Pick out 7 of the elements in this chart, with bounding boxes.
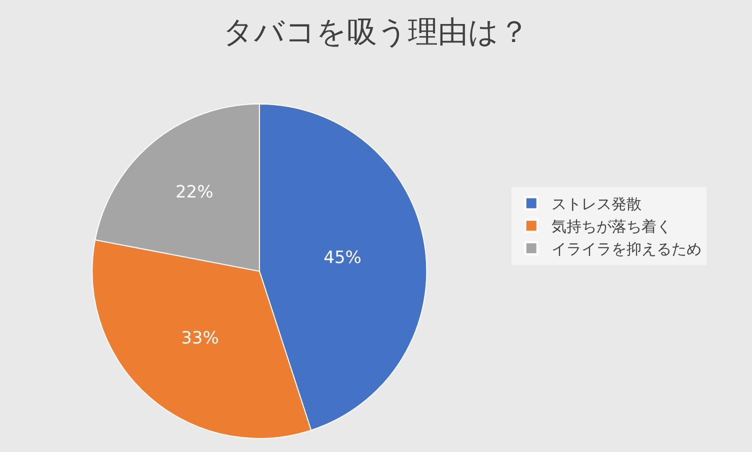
legend-label: イライラを抑えるため (551, 240, 702, 258)
legend-label: ストレス発散 (551, 195, 642, 214)
data-label: 45% (324, 248, 362, 268)
chart-title: タバコを吸う理由は？ (223, 15, 529, 50)
data-label: 33% (181, 328, 219, 349)
data-label: 22% (175, 182, 214, 203)
legend-label: 気持ちが落ち着く (551, 218, 672, 236)
